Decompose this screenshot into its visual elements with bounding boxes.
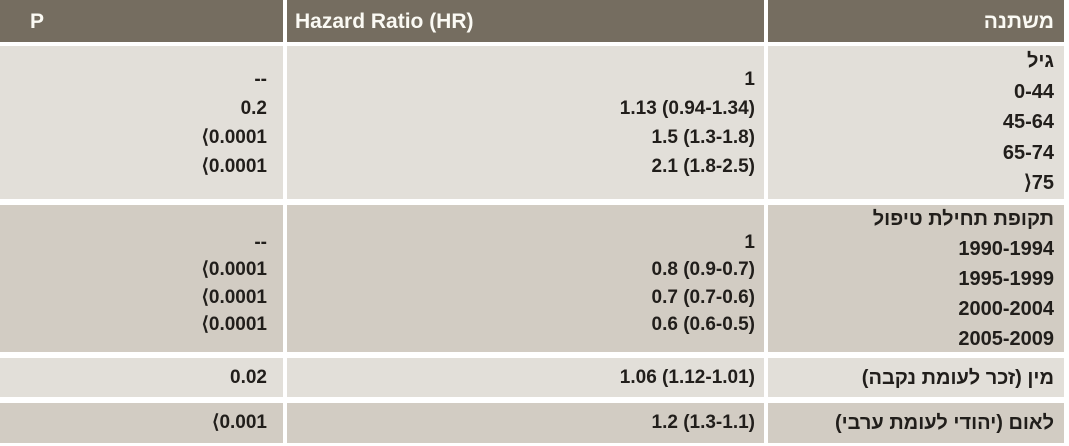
header-hazard-ratio: Hazard Ratio (HR) [287, 0, 764, 42]
cell-line: ⟨0.0001 [201, 286, 267, 308]
cell-line: 0.02 [230, 366, 267, 388]
hazard-ratio-cell: 1.06 (1.12-1.01) [287, 358, 764, 397]
cell-line: -- [254, 68, 267, 90]
p-values-cell: -- ⟨0.0001 ⟨0.0001 ⟨0.0001 [0, 205, 283, 352]
cell-line: -- [254, 231, 267, 253]
cell-line: ⟨0.0001 [201, 155, 267, 177]
p-values-cell: 0.02 [0, 358, 283, 397]
cell-line: מין (זכר לעומת נקבה) [861, 366, 1054, 389]
cell-line: 65-74 [1002, 141, 1054, 164]
hazard-ratio-cell: 1.2 (1.3-1.1) [287, 403, 764, 443]
table-header-row: P Hazard Ratio (HR) משתנה [0, 0, 1069, 42]
cell-line: 2000-2004 [958, 297, 1054, 320]
p-values-cell: -- 0.2 ⟨0.0001 ⟨0.0001 [0, 46, 283, 199]
cell-line: 2.1 (1.8-2.5) [651, 155, 756, 177]
header-variable: משתנה [768, 0, 1064, 42]
row-group-age: -- 0.2 ⟨0.0001 ⟨0.0001 1 1.13 (0.94-1.34) 1.5… [0, 46, 1069, 199]
cell-line: 0.2 [240, 97, 267, 119]
header-p: P [0, 0, 283, 42]
cell-line: ⟨0.0001 [201, 126, 267, 148]
hazard-ratio-cell: 1 1.13 (0.94-1.34) 1.5 (1.3-1.8) 2.1 (1.8-2… [287, 46, 764, 199]
cell-line: לאום (יהודי לעומת ערבי) [834, 412, 1054, 434]
cell-line: 1.2 (1.3-1.1) [651, 412, 756, 433]
cell-line: ⟩75 [1023, 172, 1054, 195]
cell-line: 1 [744, 68, 755, 90]
cell-line: 1.06 (1.12-1.01) [619, 366, 755, 388]
cell-line: גיל [1026, 50, 1054, 73]
cell-line: ⟨0.001 [212, 412, 267, 433]
variable-labels-cell: תקופת תחילת טיפול 1990-1994 1995-1999 2000-… [768, 205, 1064, 352]
variable-labels-cell: מין (זכר לעומת נקבה) [768, 358, 1064, 397]
cell-line: 0-44 [1013, 80, 1054, 103]
row-sex: 0.02 1.06 (1.12-1.01) מין (זכר לעומת נקב… [0, 358, 1069, 397]
cell-line: 1 [744, 231, 755, 253]
cell-line: 0.7 (0.7-0.6) [651, 286, 756, 308]
row-group-treatment-period: -- ⟨0.0001 ⟨0.0001 ⟨0.0001 1 0.8 (0.9-0.7) 0.… [0, 205, 1069, 352]
cell-line: 1.13 (0.94-1.34) [619, 97, 755, 119]
cell-line: 1995-1999 [958, 267, 1054, 290]
cell-line: 1.5 (1.3-1.8) [651, 126, 756, 148]
hazard-ratio-cell: 1 0.8 (0.9-0.7) 0.7 (0.7-0.6) 0.6 (0.6-0.5) [287, 205, 764, 352]
row-nationality: ⟨0.001 1.2 (1.3-1.1) לאום (יהודי לעומת ע… [0, 403, 1069, 443]
cell-line: 45-64 [1002, 111, 1054, 134]
cell-line: 1990-1994 [958, 237, 1054, 260]
variable-labels-cell: גיל 0-44 45-64 65-74 ⟩75 [768, 46, 1064, 199]
p-values-cell: ⟨0.001 [0, 403, 283, 443]
cell-line: 0.8 (0.9-0.7) [651, 259, 756, 280]
variable-labels-cell: לאום (יהודי לעומת ערבי) [768, 403, 1064, 443]
cell-line: 2005-2009 [958, 327, 1054, 350]
cell-line: ⟨0.0001 [201, 259, 267, 280]
cell-line: תקופת תחילת טיפול [872, 207, 1054, 230]
cell-line: ⟨0.0001 [201, 314, 267, 335]
cell-line: 0.6 (0.6-0.5) [651, 314, 756, 335]
